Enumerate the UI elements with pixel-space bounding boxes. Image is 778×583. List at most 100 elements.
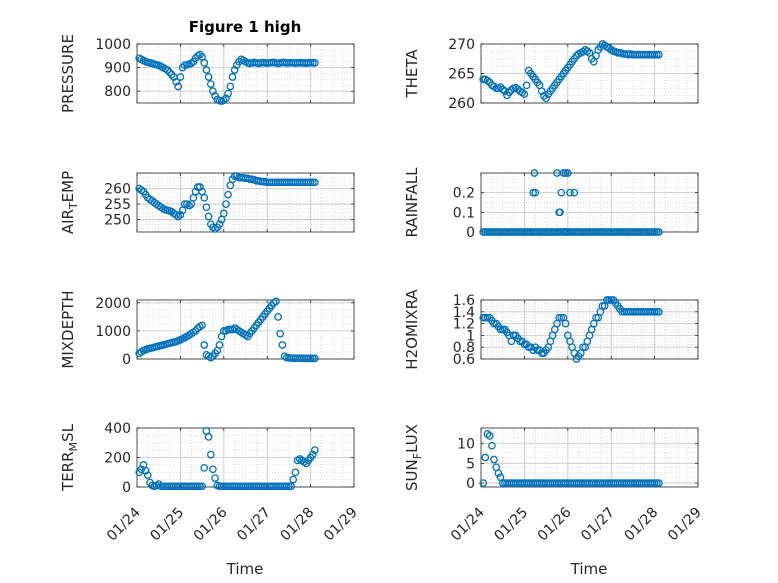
data-point: [143, 471, 152, 480]
data-point: [498, 85, 507, 94]
data-point: [561, 228, 570, 236]
data-point: [200, 193, 209, 202]
y-tick-label: 1.6: [453, 293, 475, 309]
data-point: [306, 354, 315, 363]
axes-box: [136, 43, 355, 104]
data-point: [204, 73, 213, 81]
subplot-5: 0 1000 2000 MIXDEPTH: [59, 290, 355, 369]
data-point: [481, 453, 490, 462]
data-point: [520, 90, 529, 99]
data-point: [485, 432, 494, 440]
data-point: [655, 307, 663, 316]
data-point: [176, 211, 185, 219]
y-tick-label: 255: [104, 197, 131, 213]
figure-title: Figure 1 high: [189, 18, 302, 36]
data-point: [655, 50, 663, 59]
data-point: [200, 463, 209, 472]
data-point: [505, 88, 514, 97]
data-point: [579, 343, 587, 352]
data-point: [311, 178, 319, 187]
data-point: [276, 329, 285, 338]
y-tick-label: 400: [104, 421, 131, 437]
data-point: [224, 190, 232, 199]
data-point: [311, 354, 319, 363]
data-point: [598, 302, 607, 310]
data-series: [479, 430, 663, 487]
axes-background: [137, 300, 354, 359]
data-point: [219, 209, 228, 218]
y-tick-label: 10: [457, 437, 475, 453]
data-point: [202, 203, 211, 212]
data-point: [196, 183, 204, 191]
y-tick-label: 800: [104, 84, 131, 100]
data-point: [308, 450, 317, 459]
data-point: [282, 482, 291, 491]
y-tick-label: 0.1: [453, 205, 475, 221]
major-grid: [481, 428, 698, 487]
y-tick-label: 1.4: [453, 305, 475, 321]
data-point: [311, 59, 319, 67]
data-point: [483, 76, 492, 85]
data-series: [479, 296, 663, 363]
y-tick-label: 0.6: [453, 352, 475, 368]
data-point: [198, 482, 206, 491]
data-point: [592, 313, 600, 322]
data-point: [200, 59, 209, 67]
data-point: [228, 73, 237, 81]
y-axis-label: AIRTEMP: [59, 171, 80, 234]
y-tick-label: 1000: [95, 37, 131, 53]
data-point: [289, 475, 298, 484]
data-point: [215, 341, 224, 349]
data-point: [481, 313, 490, 322]
data-point: [490, 455, 498, 464]
data-point: [200, 341, 209, 349]
y-axis-label: TERRMSL: [59, 423, 80, 492]
data-series: [135, 172, 319, 233]
y-axis-label: PRESSURE: [59, 34, 77, 113]
data-point: [272, 297, 280, 306]
data-point: [230, 66, 239, 74]
subplot-4: 0 0.1 0.2 RAINFALL: [403, 167, 699, 241]
data-point: [174, 82, 183, 91]
y-tick-label: 270: [448, 37, 475, 53]
data-point: [141, 466, 150, 475]
x-axis-label-right: Time: [570, 560, 608, 578]
data-point: [557, 188, 566, 197]
data-series: [135, 50, 319, 105]
data-point: [198, 321, 206, 330]
data-point: [202, 66, 211, 74]
minor-grid: [481, 43, 698, 104]
data-point: [655, 479, 663, 487]
y-tick-label: 250: [104, 213, 131, 229]
y-tick-label: 0.8: [453, 340, 475, 356]
x-axis-label-left: Time: [226, 560, 264, 578]
subplot-6: 0.60.811.21.41.6 H2OMIXRA: [403, 289, 699, 370]
data-point: [650, 50, 659, 59]
data-point: [650, 228, 659, 236]
data-point: [291, 468, 300, 477]
data-point: [479, 479, 488, 487]
data-point: [542, 94, 550, 103]
y-axis-label: SUNFLUX: [403, 424, 424, 491]
data-point: [209, 87, 217, 96]
y-tick-label: 265: [448, 67, 475, 83]
data-point: [530, 169, 539, 177]
y-tick-label: 1: [466, 328, 475, 344]
data-point: [556, 208, 564, 217]
data-point: [488, 441, 496, 450]
data-point: [285, 482, 293, 491]
subplot-1: 800 900 1000 PRESSURE: [59, 34, 355, 113]
data-point: [206, 450, 215, 459]
data-series: [479, 169, 663, 236]
data-series: [135, 297, 319, 363]
data-point: [655, 228, 663, 236]
data-point: [566, 188, 574, 197]
y-tick-label: 200: [104, 451, 131, 467]
y-tick-label: 2000: [95, 296, 131, 312]
y-tick-label: 1.2: [453, 317, 475, 333]
y-tick-label: 1000: [95, 324, 131, 340]
data-point: [494, 469, 503, 478]
axes-box: [480, 299, 699, 360]
data-point: [650, 307, 659, 316]
data-point: [204, 433, 213, 441]
